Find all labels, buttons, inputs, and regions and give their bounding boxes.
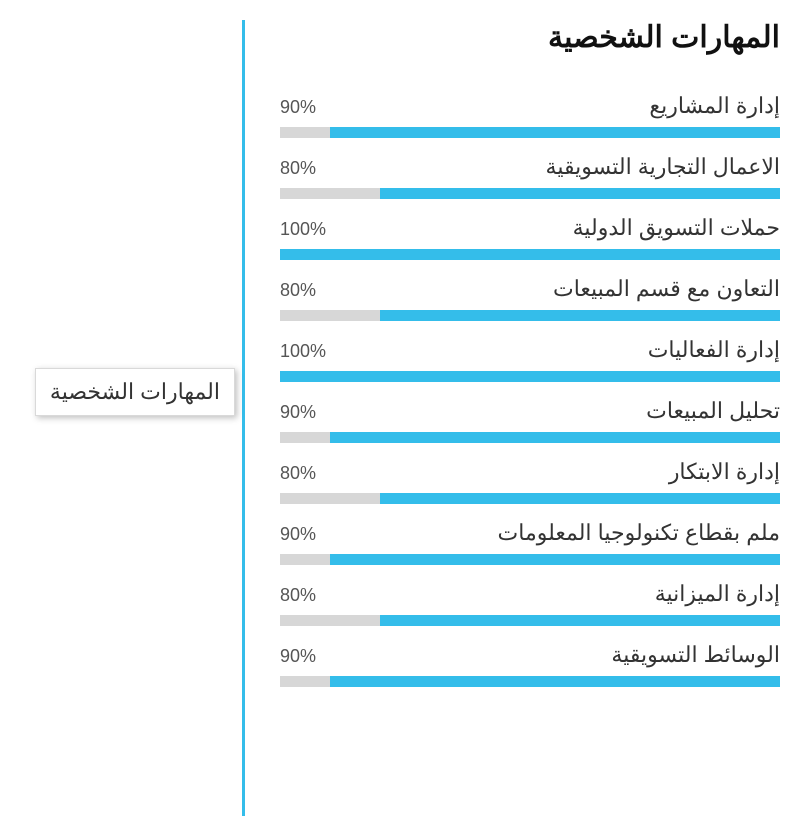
skill-row: إدارة الفعاليات 100%: [280, 337, 780, 363]
skill-row: الاعمال التجارية التسويقية 80%: [280, 154, 780, 180]
skill-label: إدارة الفعاليات: [648, 337, 780, 363]
bar-track: [280, 676, 780, 687]
skill-percent: 80%: [280, 585, 316, 606]
vertical-divider: [242, 20, 245, 816]
bar-track: [280, 554, 780, 565]
bar-fill: [380, 615, 780, 626]
skill-item: تحليل المبيعات 90%: [280, 398, 780, 443]
skill-label: ملم بقطاع تكنولوجيا المعلومات: [498, 520, 780, 546]
skill-percent: 90%: [280, 524, 316, 545]
bar-track: [280, 432, 780, 443]
bar-track: [280, 127, 780, 138]
bar-fill: [330, 554, 780, 565]
skill-row: حملات التسويق الدولية 100%: [280, 215, 780, 241]
bar-track: [280, 310, 780, 321]
skill-row: إدارة المشاريع 90%: [280, 93, 780, 119]
skill-percent: 90%: [280, 97, 316, 118]
bar-track: [280, 188, 780, 199]
skill-item: إدارة المشاريع 90%: [280, 93, 780, 138]
skill-label: إدارة المشاريع: [649, 93, 780, 119]
skill-item: حملات التسويق الدولية 100%: [280, 215, 780, 260]
bar-fill: [330, 127, 780, 138]
skill-item: إدارة الابتكار 80%: [280, 459, 780, 504]
section-title: المهارات الشخصية: [280, 20, 780, 55]
skill-percent: 80%: [280, 463, 316, 484]
skill-label: إدارة الابتكار: [669, 459, 780, 485]
skill-percent: 100%: [280, 219, 326, 240]
skill-item: ملم بقطاع تكنولوجيا المعلومات 90%: [280, 520, 780, 565]
bar-fill: [330, 676, 780, 687]
bar-fill: [380, 493, 780, 504]
skill-percent: 80%: [280, 158, 316, 179]
skill-percent: 80%: [280, 280, 316, 301]
page-root: المهارات الشخصية إدارة المشاريع 90% الاعما…: [0, 0, 800, 836]
skill-label: إدارة الميزانية: [655, 581, 780, 607]
skill-row: التعاون مع قسم المبيعات 80%: [280, 276, 780, 302]
bar-track: [280, 249, 780, 260]
skill-label: الاعمال التجارية التسويقية: [546, 154, 780, 180]
skill-item: الاعمال التجارية التسويقية 80%: [280, 154, 780, 199]
skills-section: المهارات الشخصية إدارة المشاريع 90% الاعما…: [260, 20, 800, 703]
skills-list: إدارة المشاريع 90% الاعمال التجارية التسوي…: [280, 93, 780, 687]
skill-row: تحليل المبيعات 90%: [280, 398, 780, 424]
bar-track: [280, 371, 780, 382]
skill-item: التعاون مع قسم المبيعات 80%: [280, 276, 780, 321]
bar-fill: [380, 310, 780, 321]
bar-fill: [330, 432, 780, 443]
skill-item: الوسائط التسويقية 90%: [280, 642, 780, 687]
skill-label: تحليل المبيعات: [646, 398, 780, 424]
bar-track: [280, 615, 780, 626]
bar-track: [280, 493, 780, 504]
hover-tooltip: المهارات الشخصية: [35, 368, 235, 416]
bar-fill: [280, 371, 780, 382]
skill-label: التعاون مع قسم المبيعات: [553, 276, 780, 302]
skill-label: الوسائط التسويقية: [611, 642, 780, 668]
skill-row: الوسائط التسويقية 90%: [280, 642, 780, 668]
skill-percent: 90%: [280, 646, 316, 667]
skill-item: إدارة الميزانية 80%: [280, 581, 780, 626]
skill-percent: 100%: [280, 341, 326, 362]
bar-fill: [280, 249, 780, 260]
skill-row: إدارة الميزانية 80%: [280, 581, 780, 607]
skill-row: إدارة الابتكار 80%: [280, 459, 780, 485]
skill-row: ملم بقطاع تكنولوجيا المعلومات 90%: [280, 520, 780, 546]
skill-percent: 90%: [280, 402, 316, 423]
skill-label: حملات التسويق الدولية: [573, 215, 780, 241]
bar-fill: [380, 188, 780, 199]
skill-item: إدارة الفعاليات 100%: [280, 337, 780, 382]
